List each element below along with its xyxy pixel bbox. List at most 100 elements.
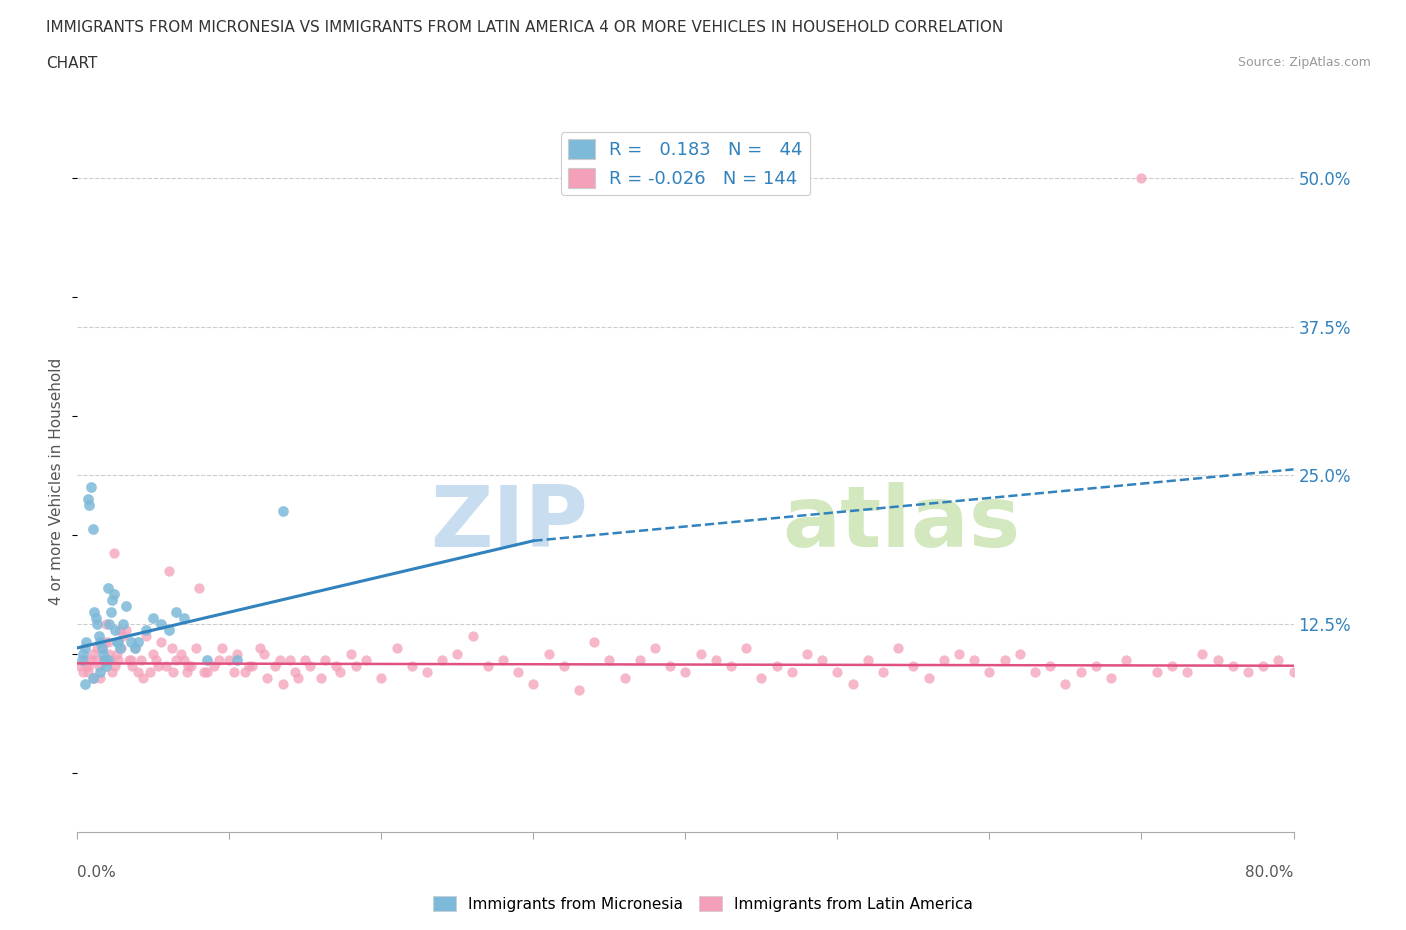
Point	[1206, 652, 1229, 667]
Point	[129, 652, 152, 667]
Point	[98, 617, 121, 631]
Point	[89, 634, 111, 649]
Point	[108, 622, 131, 637]
Point	[278, 652, 301, 667]
Point	[104, 622, 127, 637]
Point	[142, 611, 165, 626]
Point	[195, 652, 218, 667]
Point	[90, 641, 112, 656]
Point	[89, 664, 111, 679]
Point	[70, 652, 93, 667]
Text: atlas: atlas	[783, 482, 1021, 565]
Point	[89, 671, 111, 685]
Point	[340, 646, 363, 661]
Point	[704, 652, 727, 667]
Point	[416, 664, 439, 679]
Point	[83, 671, 105, 685]
Point	[1054, 676, 1077, 691]
Point	[226, 652, 249, 667]
Point	[253, 646, 276, 661]
Point	[856, 652, 879, 667]
Point	[238, 658, 260, 673]
Point	[105, 646, 128, 661]
Point	[162, 664, 184, 679]
Point	[118, 652, 141, 667]
Point	[97, 652, 120, 667]
Point	[82, 522, 104, 537]
Point	[111, 629, 134, 644]
Point	[173, 652, 195, 667]
Point	[1267, 652, 1289, 667]
Text: ZIP: ZIP	[430, 482, 588, 565]
Point	[1237, 664, 1260, 679]
Point	[121, 658, 143, 673]
Point	[211, 641, 233, 656]
Point	[918, 671, 941, 685]
Point	[932, 652, 955, 667]
Point	[91, 652, 114, 667]
Point	[659, 658, 682, 673]
Point	[73, 652, 96, 667]
Point	[994, 652, 1017, 667]
Point	[80, 480, 103, 495]
Point	[97, 634, 120, 649]
Point	[226, 646, 249, 661]
Point	[233, 664, 256, 679]
Point	[77, 492, 100, 507]
Point	[309, 671, 332, 685]
Point	[432, 652, 454, 667]
Point	[100, 604, 122, 619]
Point	[218, 652, 240, 667]
Point	[86, 617, 108, 631]
Point	[583, 634, 606, 649]
Point	[1024, 664, 1046, 679]
Point	[370, 671, 392, 685]
Point	[139, 664, 162, 679]
Point	[1130, 170, 1153, 185]
Point	[93, 652, 115, 667]
Point	[90, 641, 112, 656]
Point	[287, 671, 309, 685]
Point	[1191, 646, 1213, 661]
Point	[735, 641, 758, 656]
Point	[284, 664, 307, 679]
Point	[124, 641, 146, 656]
Point	[135, 622, 157, 637]
Point	[872, 664, 894, 679]
Point	[202, 658, 225, 673]
Point	[165, 652, 187, 667]
Legend: R =   0.183   N =   44, R = -0.026   N = 144: R = 0.183 N = 44, R = -0.026 N = 144	[561, 132, 810, 195]
Point	[240, 658, 263, 673]
Point	[568, 682, 591, 697]
Point	[271, 676, 294, 691]
Point	[1099, 671, 1122, 685]
Point	[127, 634, 149, 649]
Point	[73, 641, 96, 656]
Point	[98, 646, 121, 661]
Point	[208, 652, 231, 667]
Point	[644, 641, 666, 656]
Point	[91, 646, 114, 661]
Point	[446, 646, 468, 661]
Point	[127, 664, 149, 679]
Point	[314, 652, 336, 667]
Point	[1115, 652, 1137, 667]
Point	[765, 658, 787, 673]
Point	[193, 664, 215, 679]
Point	[157, 622, 180, 637]
Point	[115, 599, 138, 614]
Point	[77, 664, 100, 679]
Point	[79, 498, 101, 512]
Point	[104, 658, 127, 673]
Point	[628, 652, 651, 667]
Point	[1222, 658, 1244, 673]
Point	[477, 658, 499, 673]
Point	[96, 617, 118, 631]
Point	[105, 634, 128, 649]
Point	[73, 676, 96, 691]
Point	[720, 658, 742, 673]
Point	[780, 664, 803, 679]
Point	[979, 664, 1001, 679]
Point	[176, 664, 198, 679]
Point	[110, 641, 132, 656]
